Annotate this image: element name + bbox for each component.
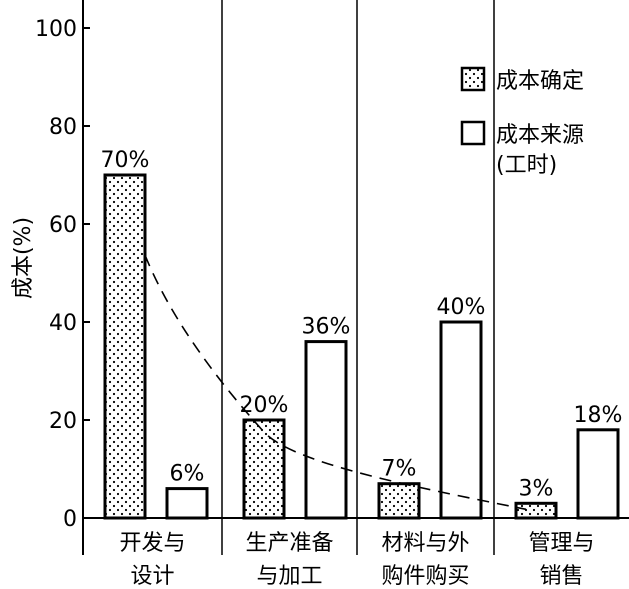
bar	[242, 418, 286, 520]
category-label: 购件购买	[381, 564, 469, 589]
category-label: 材料与外	[381, 531, 469, 556]
category-label: 开发与	[119, 531, 185, 556]
bar	[103, 173, 147, 520]
y-tick-label: 20	[49, 409, 77, 434]
legend-label: (工时)	[496, 153, 557, 178]
bar	[377, 482, 421, 520]
category-label: 与加工	[256, 564, 322, 589]
bar	[576, 428, 620, 520]
data-label: 40%	[437, 295, 486, 320]
bar	[514, 501, 558, 520]
y-tick-label: 40	[49, 311, 77, 336]
data-label: 6%	[170, 462, 205, 487]
bar	[165, 487, 209, 520]
data-label: 20%	[240, 393, 289, 418]
data-label: 70%	[101, 148, 150, 173]
category-label: 管理与	[528, 531, 594, 556]
bar	[304, 340, 348, 520]
y-tick-label: 60	[49, 213, 77, 238]
data-label: 36%	[302, 315, 351, 340]
data-label: 3%	[519, 476, 554, 501]
legend-swatch	[460, 66, 486, 92]
category-label: 销售	[539, 564, 583, 589]
y-tick-label: 0	[63, 507, 77, 532]
y-axis-label: 成本(%)	[11, 217, 36, 299]
legend-swatch	[460, 120, 486, 146]
legend-label: 成本来源	[496, 123, 584, 148]
trend-line	[144, 254, 527, 511]
category-label: 设计	[130, 564, 174, 589]
data-label: 7%	[382, 457, 417, 482]
bar	[439, 320, 483, 520]
y-tick-label: 80	[49, 115, 77, 140]
y-tick-label: 100	[35, 17, 77, 42]
plot-area: 0 20 40 60 80 100 成本(%) 70% 20% 7% 3% 6% 36% 40% 18% 开发…	[11, 0, 629, 589]
legend-label: 成本确定	[496, 69, 584, 94]
category-label: 生产准备	[245, 531, 333, 556]
data-label: 18%	[574, 403, 623, 428]
